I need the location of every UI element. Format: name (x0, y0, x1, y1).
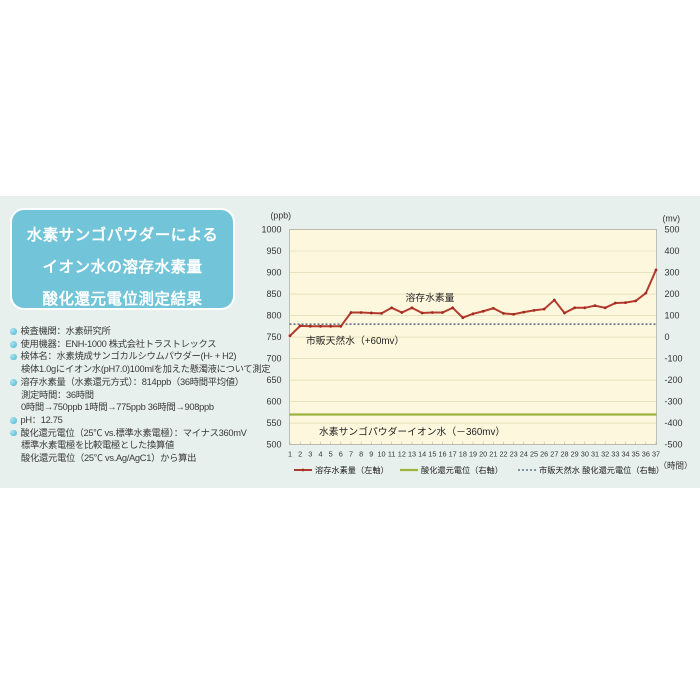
svg-text:18: 18 (459, 450, 467, 459)
svg-text:400: 400 (665, 246, 680, 256)
svg-text:1000: 1000 (261, 225, 281, 235)
svg-text:水素サンゴパウダーイオン水（－360mv）: 水素サンゴパウダーイオン水（－360mv） (319, 425, 505, 438)
svg-text:31: 31 (591, 450, 599, 459)
svg-text:17: 17 (449, 450, 457, 459)
svg-text:25: 25 (530, 450, 538, 459)
svg-text:23: 23 (510, 450, 518, 459)
svg-text:650: 650 (266, 375, 281, 385)
svg-text:500: 500 (266, 440, 281, 450)
svg-text:溶存水素量（左軸）: 溶存水素量（左軸） (315, 465, 389, 475)
svg-text:14: 14 (418, 450, 426, 459)
svg-text:-400: -400 (665, 418, 683, 428)
svg-text:4: 4 (318, 450, 322, 459)
svg-text:24: 24 (520, 450, 528, 459)
svg-text:13: 13 (408, 450, 416, 459)
svg-text:16: 16 (438, 450, 446, 459)
svg-text:800: 800 (266, 311, 281, 321)
svg-text:35: 35 (632, 450, 640, 459)
svg-text:溶存水素量: 溶存水素量 (406, 291, 455, 304)
svg-text:200: 200 (665, 289, 680, 299)
svg-text:950: 950 (266, 246, 281, 256)
svg-text:9: 9 (369, 450, 373, 459)
svg-text:-500: -500 (665, 440, 683, 450)
svg-text:500: 500 (665, 225, 680, 235)
svg-text:-200: -200 (665, 375, 683, 385)
svg-text:36: 36 (642, 450, 650, 459)
svg-text:1: 1 (288, 450, 292, 459)
svg-text:19: 19 (469, 450, 477, 459)
svg-text:34: 34 (621, 450, 629, 459)
svg-text:27: 27 (550, 450, 558, 459)
svg-text:3: 3 (308, 450, 312, 459)
svg-text:8: 8 (359, 450, 363, 459)
svg-text:100: 100 (665, 311, 680, 321)
svg-text:850: 850 (266, 289, 281, 299)
svg-text:300: 300 (665, 268, 680, 278)
svg-text:市販天然水（+60mv）: 市販天然水（+60mv） (306, 334, 404, 347)
svg-text:600: 600 (266, 397, 281, 407)
svg-text:5: 5 (329, 450, 333, 459)
svg-text:-300: -300 (665, 397, 683, 407)
svg-text:33: 33 (611, 450, 619, 459)
svg-text:11: 11 (388, 450, 396, 459)
svg-text:7: 7 (349, 450, 353, 459)
svg-text:(ppb): (ppb) (271, 211, 292, 221)
svg-text:37: 37 (652, 450, 660, 459)
svg-text:30: 30 (581, 450, 589, 459)
svg-text:15: 15 (428, 450, 436, 459)
svg-text:(mv): (mv) (663, 214, 681, 224)
svg-text:750: 750 (266, 332, 281, 342)
svg-text:市販天然水 酸化還元電位（右軸）: 市販天然水 酸化還元電位（右軸） (539, 465, 664, 475)
svg-text:2: 2 (298, 450, 302, 459)
svg-text:32: 32 (601, 450, 609, 459)
svg-text:28: 28 (560, 450, 568, 459)
svg-text:12: 12 (398, 450, 406, 459)
svg-text:29: 29 (571, 450, 579, 459)
svg-text:900: 900 (266, 268, 281, 278)
svg-text:20: 20 (479, 450, 487, 459)
svg-text:酸化還元電位（右軸）: 酸化還元電位（右軸） (421, 465, 503, 475)
svg-text:6: 6 (339, 450, 343, 459)
svg-text:700: 700 (266, 354, 281, 364)
svg-text:-100: -100 (665, 354, 683, 364)
svg-text:21: 21 (489, 450, 497, 459)
svg-text:0: 0 (665, 332, 670, 342)
svg-text:26: 26 (540, 450, 548, 459)
svg-text:22: 22 (499, 450, 507, 459)
svg-text:550: 550 (266, 418, 281, 428)
svg-text:10: 10 (377, 450, 385, 459)
